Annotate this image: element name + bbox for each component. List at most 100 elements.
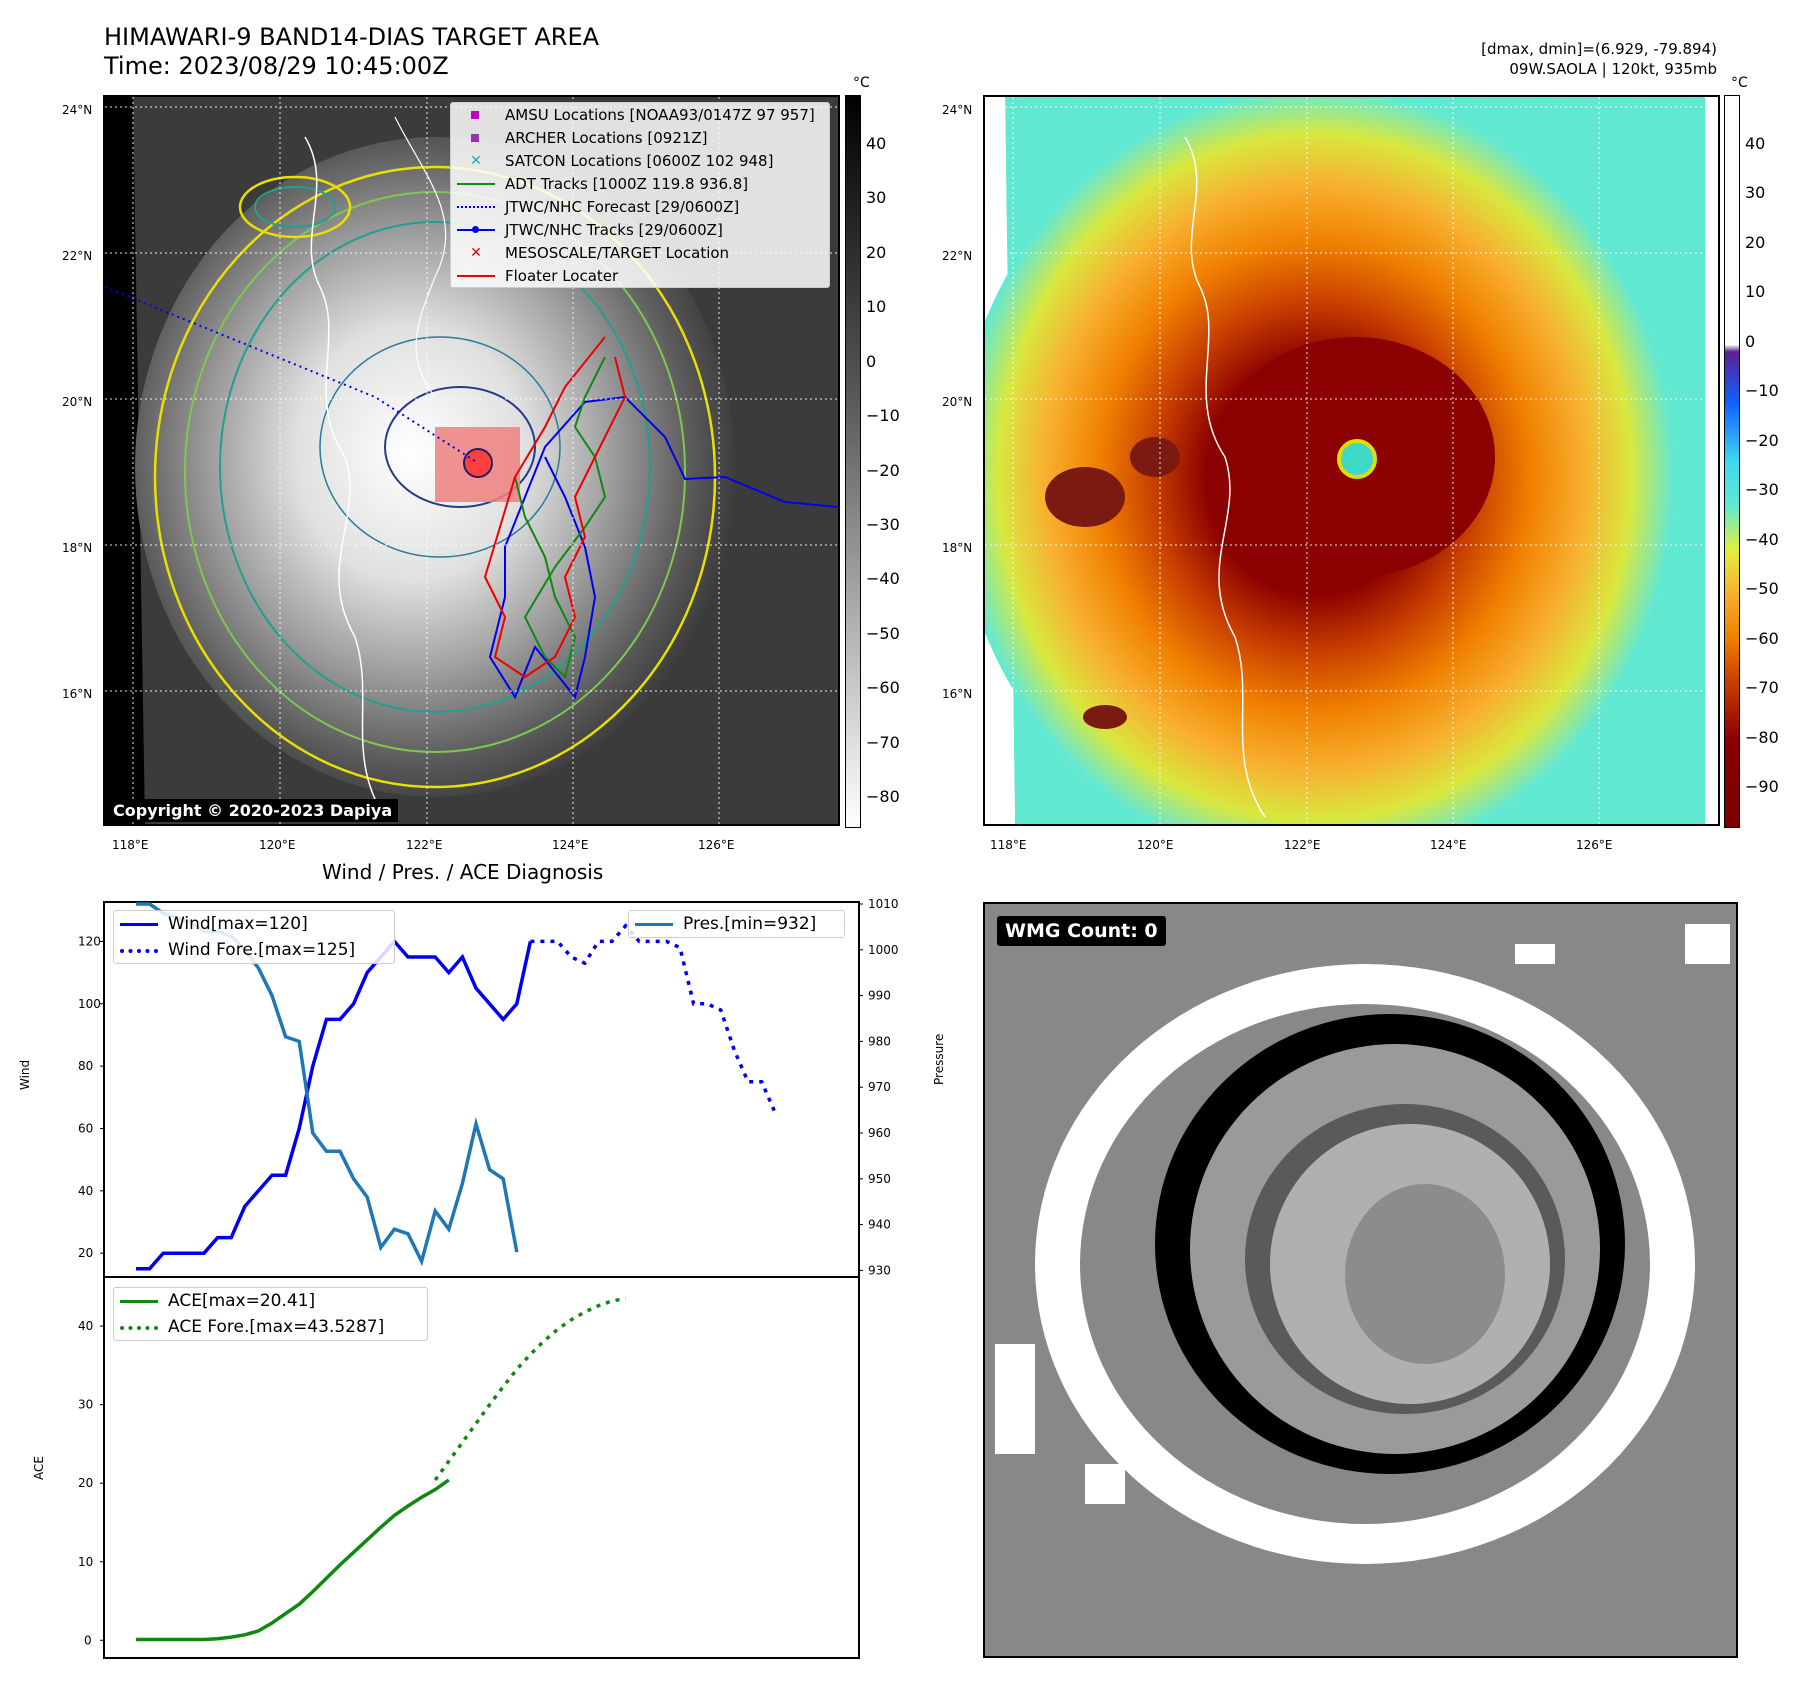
lon-label: 122°E (1284, 838, 1321, 852)
lon-label: 124°E (1430, 838, 1467, 852)
colorbar-tick-label: 40 (866, 134, 887, 153)
colorbar-tick-label: −50 (1745, 579, 1779, 599)
legend-label: JTWC/NHC Forecast [29/0600Z] (505, 197, 740, 216)
ace-axis-label: ACE (32, 1456, 46, 1480)
legend-item-ace: ACE[max=20.41] (114, 1288, 427, 1314)
left-colorbar (845, 95, 861, 828)
ace-tick-label: 0 (84, 1633, 92, 1647)
legend-label: Floater Locater (505, 266, 619, 285)
legend-item-jtwc-tracks: JTWC/NHC Tracks [29/0600Z] (451, 218, 829, 241)
diagnosis-chart: 2040608010012093094095096097098099010001… (78, 897, 899, 1659)
ace-tick-label: 20 (78, 1476, 93, 1490)
legend-label: Pres.[min=932] (683, 914, 817, 934)
lon-label: 118°E (990, 838, 1027, 852)
coastline (1184, 136, 1266, 818)
legend-line-dot-icon (457, 223, 495, 237)
colorbar-tick-label: 0 (866, 351, 877, 371)
dmax-dmin-label: [dmax, dmin]=(6.929, -79.894) (1481, 40, 1717, 58)
legend-item-floater: Floater Locater (451, 264, 829, 287)
colorbar-tick-label: −10 (1745, 381, 1779, 401)
colorbar-tick-label: −10 (866, 406, 900, 426)
colorbar-tick-label: 40 (1745, 134, 1766, 153)
colorbar-tick-label: 10 (866, 297, 887, 317)
colorbar-tick-label: −50 (866, 623, 900, 643)
lat-label: 16°N (942, 687, 973, 701)
legend-label: JTWC/NHC Tracks [29/0600Z] (505, 220, 723, 239)
colorbar-tick-label: 20 (866, 242, 887, 262)
legend-line-icon (457, 269, 495, 283)
ace-series-line (136, 1478, 450, 1642)
lon-label: 118°E (112, 838, 149, 852)
diagnosis-frame (103, 901, 860, 1659)
pressure-tick-label: 1000 (868, 943, 899, 957)
lat-label: 20°N (942, 395, 973, 409)
colorbar-tick-label: −40 (1745, 529, 1779, 549)
pressure-tick-label: 990 (868, 989, 891, 1003)
ace-tick-label: 40 (78, 1319, 93, 1333)
ace-tick-label: 10 (78, 1555, 93, 1569)
colorbar-tick-label: −60 (866, 678, 900, 698)
map-legend: AMSU Locations [NOAA93/0147Z 97 957] ARC… (450, 102, 830, 288)
wind-axis-label: Wind (18, 1059, 32, 1090)
wind-tick-label: 60 (78, 1121, 93, 1135)
wind-tick-label: 40 (78, 1184, 93, 1198)
legend-label: ACE[max=20.41] (168, 1291, 316, 1311)
lat-label: 24°N (942, 103, 973, 117)
legend-item-amsu: AMSU Locations [NOAA93/0147Z 97 957] (451, 103, 829, 126)
lon-label: 122°E (406, 838, 443, 852)
pressure-tick-label: 930 (868, 1263, 891, 1277)
legend-item-pressure: Pres.[min=932] (629, 911, 844, 937)
legend-line-icon (635, 917, 673, 931)
left-colorbar-unit: °C (853, 75, 870, 91)
diagnosis-title: Wind / Pres. / ACE Diagnosis (322, 860, 604, 884)
legend-marker-icon (457, 108, 495, 122)
pressure-tick-label: 940 (868, 1218, 891, 1232)
right-colorbar-unit: °C (1731, 75, 1748, 91)
legend-x-icon: ✕ (470, 244, 482, 261)
legend-x-icon: ✕ (470, 152, 482, 169)
ace-legend: ACE[max=20.41] ACE Fore.[max=43.5287] (113, 1287, 428, 1341)
lon-label: 120°E (259, 838, 296, 852)
wind-tick-label: 120 (78, 934, 101, 948)
legend-dotted-line-icon (120, 1320, 158, 1334)
contour-navy (384, 386, 536, 508)
coastline (304, 136, 386, 818)
wmg-canvas (985, 904, 1736, 1656)
legend-line-icon (457, 177, 495, 191)
legend-item-satcon: ✕ SATCON Locations [0600Z 102 948] (451, 149, 829, 172)
legend-item-mesoscale: ✕ MESOSCALE/TARGET Location (451, 241, 829, 264)
adt-track (514, 356, 607, 679)
copyright-badge: Copyright © 2020-2023 Dapiya (107, 799, 399, 822)
legend-line-icon (120, 1294, 158, 1308)
pressure-tick-label: 970 (868, 1080, 891, 1094)
colorbar-tick-label: −40 (866, 569, 900, 589)
color-ir-map-canvas (985, 97, 1718, 824)
colorbar-tick-label: 10 (1745, 282, 1766, 302)
lat-label: 18°N (62, 541, 93, 555)
lat-label: 18°N (942, 541, 973, 555)
figure-title-line1: HIMAWARI-9 BAND14-DIAS TARGET AREA (104, 23, 600, 51)
eye-marker (463, 448, 493, 478)
legend-dotted-line-icon (457, 200, 495, 214)
pressure-tick-label: 1010 (868, 897, 899, 911)
colorbar-tick-label: −60 (1745, 628, 1779, 648)
wind-legend: Wind[max=120] Wind Fore.[max=125] (113, 910, 395, 964)
lat-label: 24°N (62, 103, 93, 117)
legend-label: SATCON Locations [0600Z 102 948] (505, 151, 774, 170)
colorbar-tick-label: −90 (1745, 777, 1779, 796)
legend-item-jtwc-forecast: JTWC/NHC Forecast [29/0600Z] (451, 195, 829, 218)
lat-label: 22°N (62, 249, 93, 263)
color-ir-map-panel (983, 95, 1720, 826)
legend-marker-icon (457, 131, 495, 145)
lat-label: 22°N (942, 249, 973, 263)
ace-tick-label: 30 (78, 1398, 93, 1412)
colorbar-tick-label: −30 (866, 514, 900, 534)
ir-map-panel: AMSU Locations [NOAA93/0147Z 97 957] ARC… (103, 95, 840, 826)
colorbar-tick-label: −20 (866, 460, 900, 480)
figure-title-line2: Time: 2023/08/29 10:45:00Z (104, 52, 449, 80)
lon-label: 120°E (1137, 838, 1174, 852)
pressure-tick-label: 980 (868, 1034, 891, 1048)
jtwc-forecast-line (105, 286, 479, 464)
lat-label: 20°N (62, 395, 93, 409)
contour-teal (219, 221, 651, 713)
